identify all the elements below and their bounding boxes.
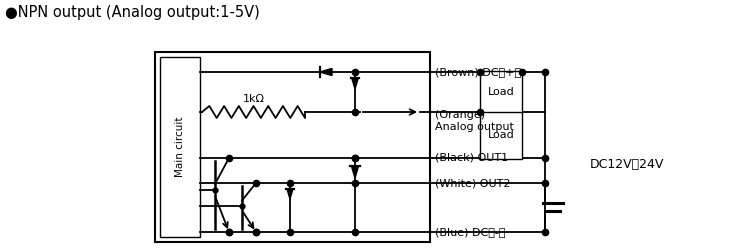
- Text: 1kΩ: 1kΩ: [243, 94, 264, 104]
- Text: (Orange)
Analog output: (Orange) Analog output: [435, 110, 514, 132]
- Polygon shape: [320, 68, 332, 75]
- Polygon shape: [287, 189, 293, 199]
- Text: DC12V～24V: DC12V～24V: [590, 158, 665, 172]
- Polygon shape: [352, 166, 358, 178]
- Bar: [160, 57, 200, 237]
- Text: (Black) OUT1: (Black) OUT1: [435, 153, 508, 163]
- Text: (White) OUT2: (White) OUT2: [435, 178, 510, 188]
- Bar: [480, 71, 522, 113]
- Text: (Brown) DC（+）: (Brown) DC（+）: [435, 67, 521, 77]
- Bar: [480, 112, 522, 159]
- Text: Load: Load: [488, 87, 514, 97]
- Text: Main circuit: Main circuit: [175, 117, 185, 177]
- Text: ●NPN output (Analog output:1-5V): ●NPN output (Analog output:1-5V): [5, 4, 260, 20]
- Text: (Blue) DC（-）: (Blue) DC（-）: [435, 227, 506, 237]
- Polygon shape: [352, 78, 358, 89]
- Text: Load: Load: [488, 130, 514, 140]
- Bar: [155, 52, 430, 242]
